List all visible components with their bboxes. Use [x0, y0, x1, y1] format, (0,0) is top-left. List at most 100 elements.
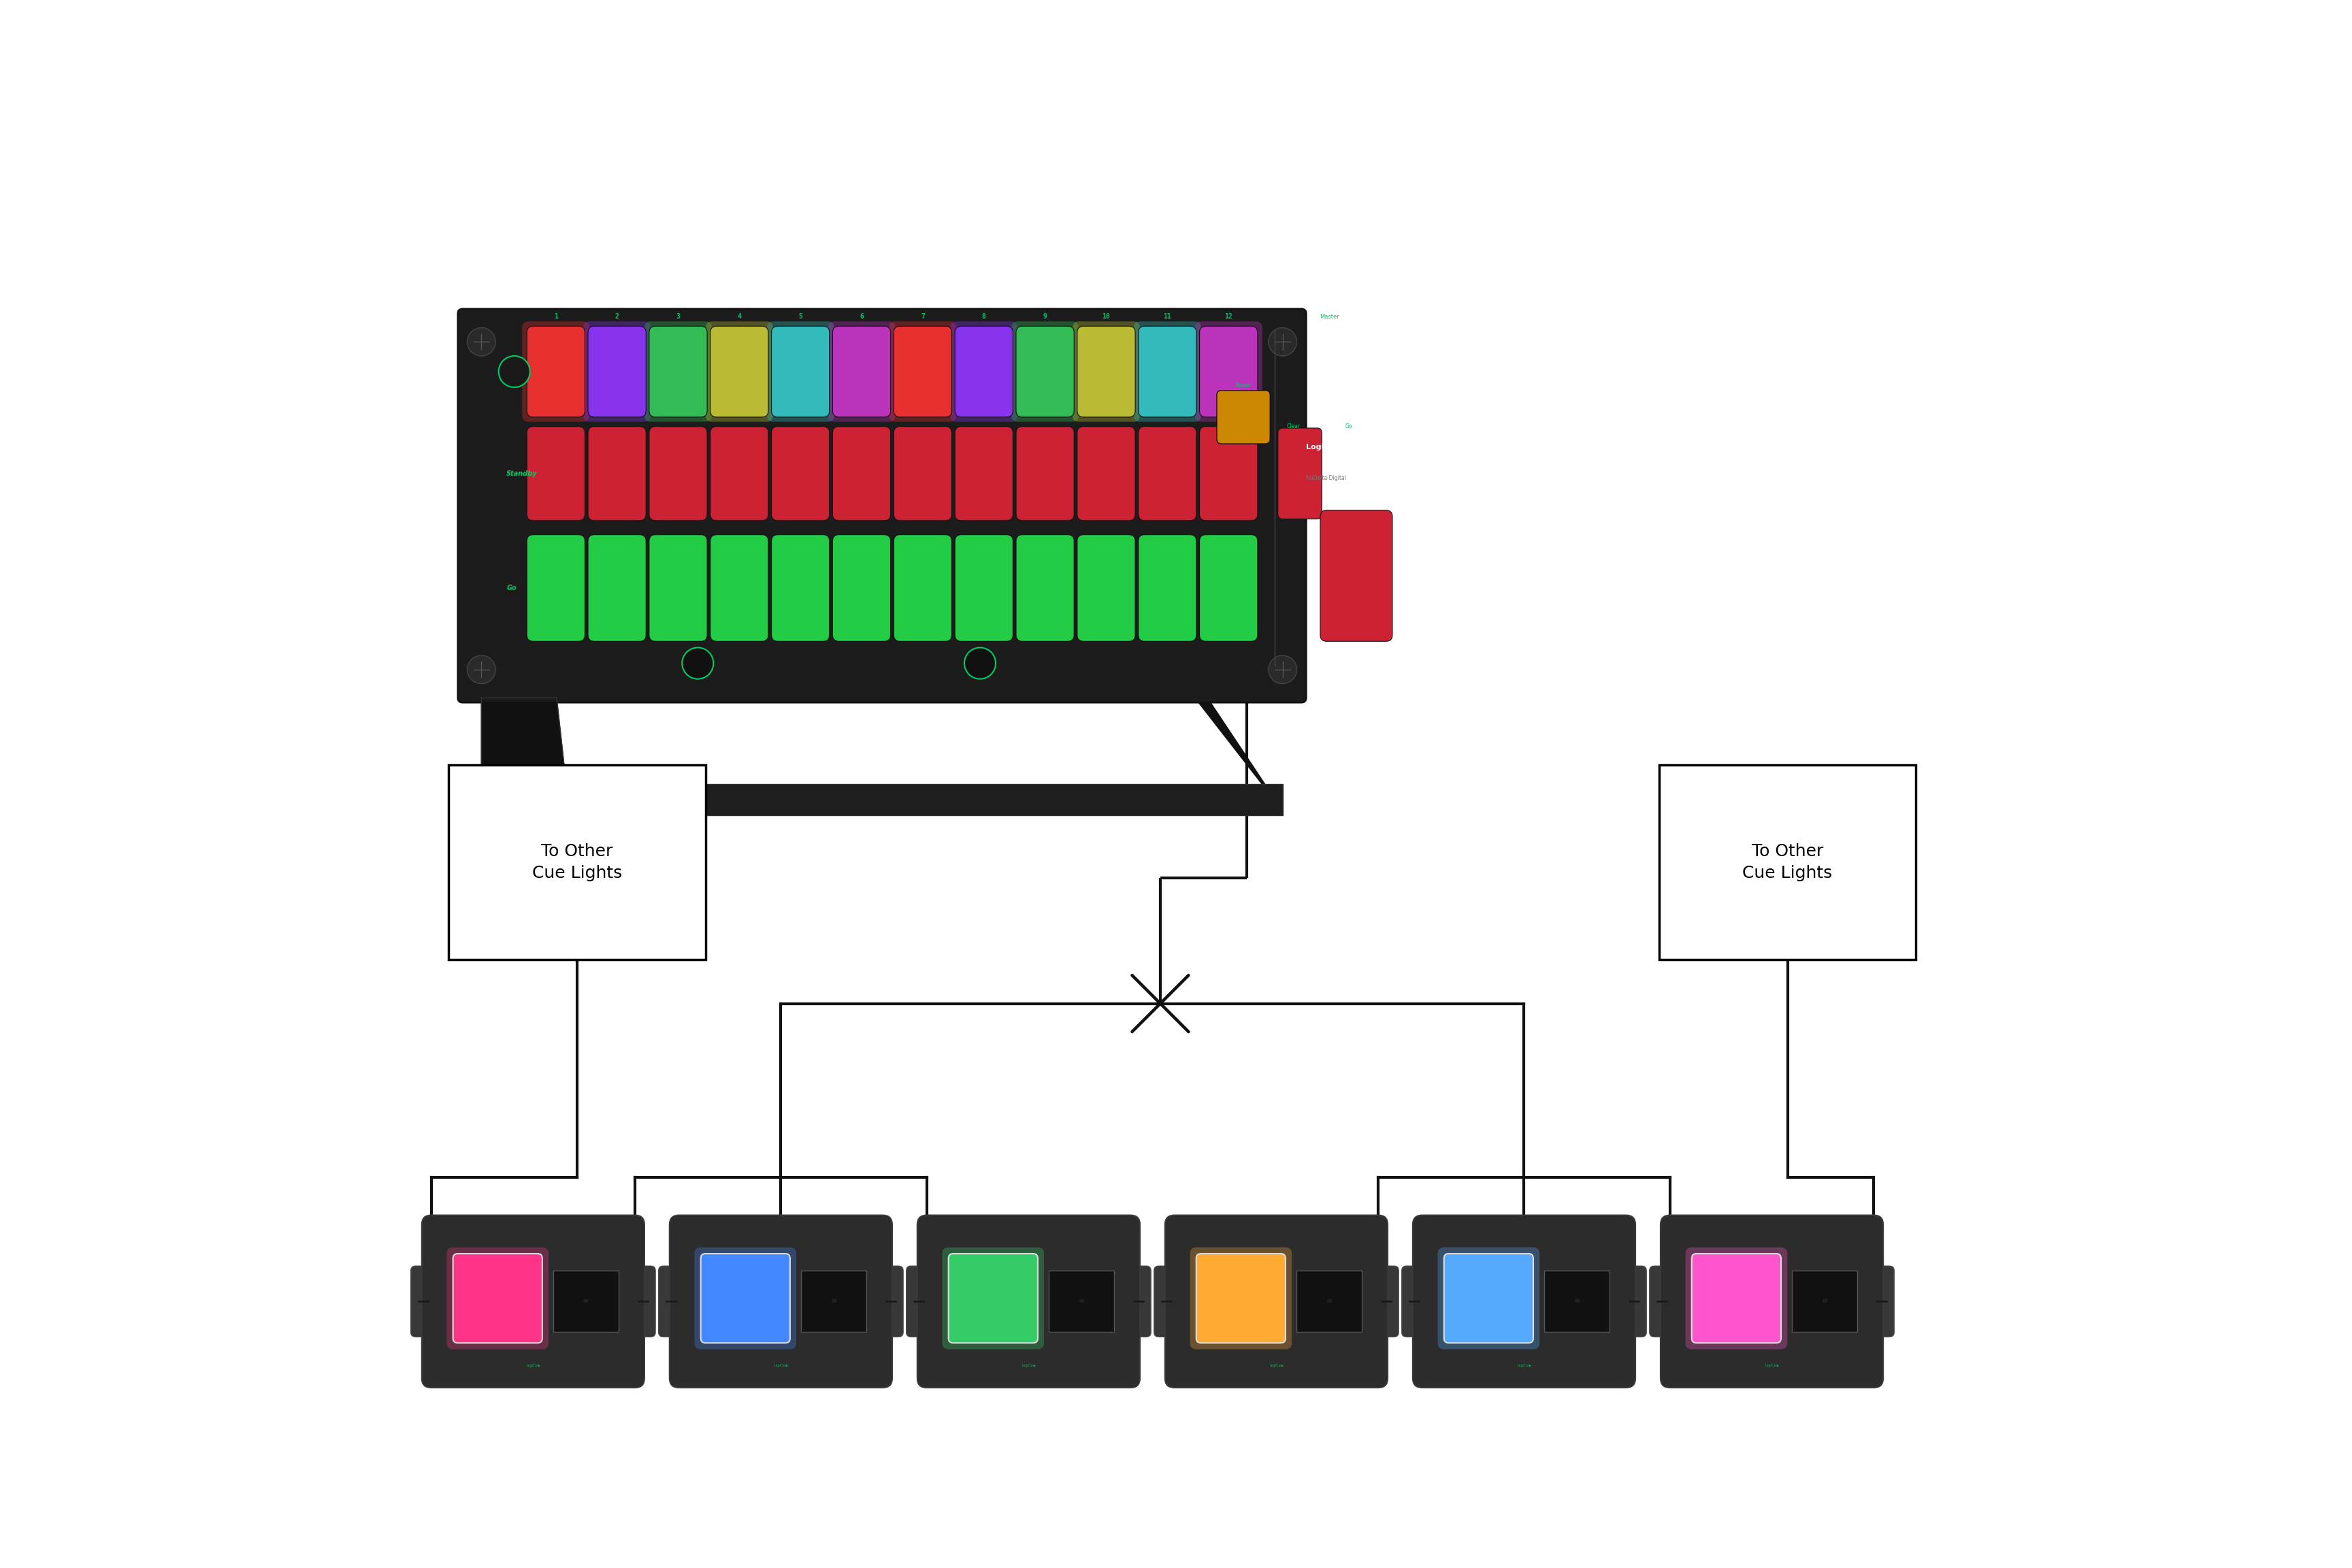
FancyBboxPatch shape	[1691, 1254, 1780, 1342]
FancyBboxPatch shape	[588, 326, 647, 417]
FancyBboxPatch shape	[527, 326, 586, 417]
Text: LogiCue: LogiCue	[1764, 1364, 1778, 1367]
FancyBboxPatch shape	[1621, 1265, 1646, 1338]
FancyBboxPatch shape	[644, 321, 713, 422]
FancyBboxPatch shape	[710, 535, 769, 641]
Text: LogiCue: LogiCue	[1517, 1364, 1531, 1367]
FancyBboxPatch shape	[527, 426, 586, 521]
FancyBboxPatch shape	[412, 1265, 435, 1338]
Bar	[802, 1270, 866, 1333]
FancyBboxPatch shape	[1658, 765, 1917, 960]
FancyBboxPatch shape	[649, 426, 708, 521]
FancyBboxPatch shape	[710, 426, 769, 521]
Text: 88: 88	[1080, 1300, 1084, 1303]
FancyBboxPatch shape	[522, 321, 590, 422]
Text: 6: 6	[858, 314, 863, 320]
FancyBboxPatch shape	[710, 326, 769, 417]
Bar	[482, 784, 1282, 815]
Text: LogiCue: LogiCue	[527, 1364, 541, 1367]
Text: LogiCue 12: LogiCue 12	[1305, 444, 1352, 450]
Text: NuDelta Digital: NuDelta Digital	[1305, 475, 1345, 481]
Text: 4: 4	[736, 314, 741, 320]
Text: 88: 88	[1327, 1300, 1331, 1303]
Text: 1: 1	[553, 314, 557, 320]
FancyBboxPatch shape	[454, 1254, 543, 1342]
FancyBboxPatch shape	[1414, 1215, 1635, 1388]
FancyBboxPatch shape	[630, 1265, 656, 1338]
FancyBboxPatch shape	[1164, 1215, 1388, 1388]
FancyBboxPatch shape	[694, 1248, 797, 1348]
FancyBboxPatch shape	[449, 765, 706, 960]
Text: 2: 2	[614, 314, 619, 320]
FancyBboxPatch shape	[1402, 1265, 1428, 1338]
Circle shape	[1268, 328, 1296, 356]
FancyBboxPatch shape	[1200, 535, 1258, 641]
Text: Clear: Clear	[1287, 423, 1301, 430]
FancyBboxPatch shape	[706, 321, 774, 422]
FancyBboxPatch shape	[1870, 1265, 1893, 1338]
FancyBboxPatch shape	[833, 426, 891, 521]
FancyBboxPatch shape	[1649, 1265, 1675, 1338]
FancyBboxPatch shape	[447, 1248, 548, 1348]
Text: Go: Go	[1345, 423, 1352, 430]
Text: 3: 3	[675, 314, 680, 320]
FancyBboxPatch shape	[1197, 1254, 1287, 1342]
FancyBboxPatch shape	[1155, 1265, 1178, 1338]
FancyBboxPatch shape	[583, 321, 652, 422]
FancyBboxPatch shape	[1016, 426, 1075, 521]
FancyBboxPatch shape	[588, 426, 647, 521]
FancyBboxPatch shape	[1686, 1248, 1788, 1348]
FancyBboxPatch shape	[877, 1265, 903, 1338]
FancyBboxPatch shape	[943, 1248, 1044, 1348]
FancyBboxPatch shape	[771, 326, 830, 417]
Bar	[1545, 1270, 1609, 1333]
FancyBboxPatch shape	[948, 1254, 1037, 1342]
FancyBboxPatch shape	[889, 321, 957, 422]
FancyBboxPatch shape	[1077, 426, 1136, 521]
FancyBboxPatch shape	[894, 426, 953, 521]
FancyBboxPatch shape	[1319, 510, 1392, 641]
FancyBboxPatch shape	[649, 326, 708, 417]
FancyBboxPatch shape	[833, 326, 891, 417]
FancyBboxPatch shape	[1190, 1248, 1291, 1348]
Text: Power: Power	[1235, 383, 1251, 389]
FancyBboxPatch shape	[1195, 321, 1263, 422]
FancyBboxPatch shape	[906, 1265, 931, 1338]
Polygon shape	[1195, 698, 1282, 811]
FancyBboxPatch shape	[1016, 535, 1075, 641]
Text: To Other
Cue Lights: To Other Cue Lights	[532, 844, 621, 881]
Text: 12: 12	[1225, 314, 1232, 320]
Text: 8: 8	[981, 314, 985, 320]
FancyBboxPatch shape	[701, 1254, 790, 1342]
FancyBboxPatch shape	[917, 1215, 1141, 1388]
FancyBboxPatch shape	[421, 1215, 644, 1388]
FancyBboxPatch shape	[771, 535, 830, 641]
Text: 7: 7	[920, 314, 924, 320]
Text: 9: 9	[1042, 314, 1047, 320]
Circle shape	[468, 328, 496, 356]
FancyBboxPatch shape	[1073, 321, 1141, 422]
Circle shape	[682, 648, 713, 679]
FancyBboxPatch shape	[1077, 535, 1136, 641]
FancyBboxPatch shape	[1444, 1254, 1534, 1342]
FancyBboxPatch shape	[1138, 326, 1197, 417]
FancyBboxPatch shape	[1437, 1248, 1541, 1348]
Bar	[1049, 1270, 1115, 1333]
Text: 88: 88	[583, 1300, 588, 1303]
FancyBboxPatch shape	[1127, 1265, 1150, 1338]
Bar	[1792, 1270, 1858, 1333]
FancyBboxPatch shape	[527, 535, 586, 641]
FancyBboxPatch shape	[1216, 390, 1270, 444]
Circle shape	[964, 648, 995, 679]
Text: 88: 88	[1573, 1300, 1581, 1303]
FancyBboxPatch shape	[1016, 326, 1075, 417]
Text: 88: 88	[830, 1300, 837, 1303]
Text: 10: 10	[1103, 314, 1110, 320]
FancyBboxPatch shape	[459, 309, 1305, 702]
Text: LogiCue: LogiCue	[774, 1364, 788, 1367]
FancyBboxPatch shape	[955, 535, 1014, 641]
FancyBboxPatch shape	[894, 326, 953, 417]
Text: Standby: Standby	[506, 470, 539, 477]
Text: To Other
Cue Lights: To Other Cue Lights	[1743, 844, 1832, 881]
Text: Go: Go	[506, 585, 517, 591]
